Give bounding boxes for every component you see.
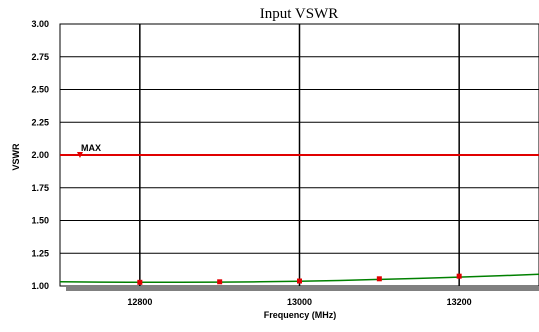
y-axis-label: VSWR bbox=[11, 143, 21, 171]
data-point bbox=[297, 278, 302, 284]
data-point bbox=[137, 279, 143, 285]
y-tick-label: 1.75 bbox=[31, 183, 49, 193]
x-tick-label: 13000 bbox=[287, 297, 312, 307]
y-tick-label: 2.50 bbox=[31, 85, 49, 95]
y-tick-label: 1.00 bbox=[31, 281, 49, 291]
y-tick-label: 2.75 bbox=[31, 52, 49, 62]
grid-layer bbox=[59, 23, 539, 291]
tick-layer: 1.00 1.25 1.50 1.75 2.00 2.25 2.50 2.75 3.00 1280… bbox=[31, 19, 471, 307]
x-tick-label: 13200 bbox=[447, 297, 472, 307]
axis-base-band bbox=[66, 286, 539, 291]
limit-marker bbox=[76, 152, 83, 158]
y-tick-label: 2.25 bbox=[31, 117, 49, 127]
y-tick-label: 1.25 bbox=[31, 248, 49, 258]
y-tick-label: 1.50 bbox=[31, 216, 49, 226]
limit-label: MAX bbox=[81, 143, 101, 153]
x-tick-label: 12800 bbox=[127, 297, 152, 307]
data-point bbox=[217, 279, 223, 285]
y-tick-label: 3.00 bbox=[31, 19, 49, 29]
data-point bbox=[456, 273, 462, 279]
x-axis-label: Frequency (MHz) bbox=[264, 310, 337, 320]
chart-title: Input VSWR bbox=[260, 6, 338, 22]
y-tick-label: 2.00 bbox=[31, 150, 49, 160]
data-layer: MAX bbox=[59, 143, 539, 285]
data-point bbox=[376, 276, 382, 282]
